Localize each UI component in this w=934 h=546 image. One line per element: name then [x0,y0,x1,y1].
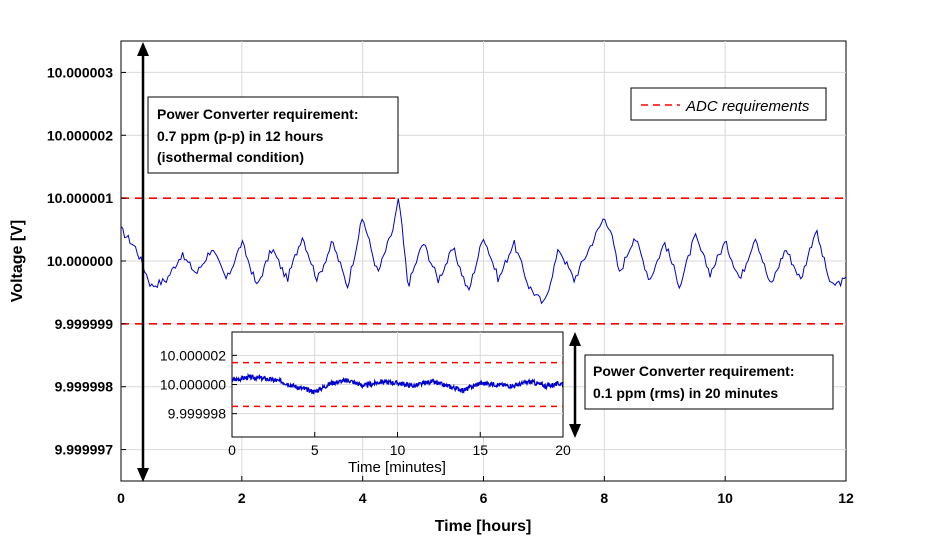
x-tick-label: 12 [838,490,854,506]
x-tick-label: 6 [480,490,488,506]
y-tick-label: 9.999997 [55,442,114,458]
x-tick-label: 15 [472,442,488,458]
inset-ticks: 0 5 10 15 20 9.999998 10.000000 10.000002 [160,347,571,458]
annotation-1-line-1: Power Converter requirement: [157,106,359,122]
y-tick-label: 9.999999 [55,316,114,332]
range-arrow-20min [569,332,581,438]
annotation-box-1-frame [147,96,399,174]
x-tick-label: 10 [717,490,733,506]
main-ticks: 0 2 4 6 8 10 12 9.999997 9.999998 9.999999 10.0000… [47,64,854,506]
y-tick-label: 10.000003 [47,64,113,80]
y-tick-label: 10.000002 [47,127,113,143]
x-tick-label: 0 [228,442,236,458]
annotation-1-line-3: (isothermal condition) [157,149,304,165]
y-tick-label: 9.999998 [55,379,114,395]
y-tick-label: 9.999998 [168,406,227,422]
annotation-box-2: Power Converter requirement: 0.1 ppm (rm… [584,354,834,410]
annotation-box-1: Power Converter requirement: 0.7 ppm (p-… [147,96,399,174]
y-tick-label: 10.000000 [47,253,113,269]
x-tick-label: 4 [359,490,367,506]
legend-frame [630,87,827,121]
x-tick-label: 5 [311,442,319,458]
x-tick-label: 0 [117,490,125,506]
x-tick-label: 20 [555,442,571,458]
annotation-2-line-2: 0.1 ppm (rms) in 20 minutes [593,385,778,401]
range-arrow-12h [137,42,149,482]
series-line [231,372,564,395]
inset-x-axis-label: Time [minutes] [348,459,446,476]
annotation-box-2-frame [584,354,834,410]
legend-label: ADC requirements [685,98,810,115]
annotation-1-line-2: 0.7 ppm (p-p) in 12 hours [157,128,324,144]
x-tick-label: 10 [390,442,406,458]
main-reference-lines [121,197,846,325]
inset-series [231,372,564,395]
x-tick-label: 2 [238,490,246,506]
annotation-2-line-1: Power Converter requirement: [593,363,795,379]
x-axis-label: Time [hours] [435,518,532,535]
inset-reference-lines [232,361,563,408]
y-axis-label: Voltage [V] [9,220,26,302]
y-tick-label: 10.000001 [47,190,113,206]
main-series [120,198,847,305]
y-tick-label: 10.000002 [160,347,226,363]
legend: ADC requirements [630,87,827,121]
x-tick-label: 8 [600,490,608,506]
y-tick-label: 10.000000 [160,377,226,393]
series-line [120,198,847,305]
